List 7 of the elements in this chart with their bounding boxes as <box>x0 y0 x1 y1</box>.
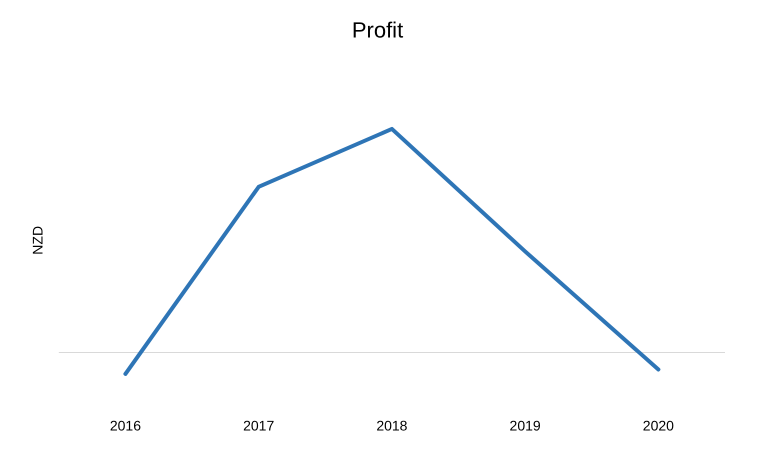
y-axis-title: NZD <box>29 226 46 255</box>
x-tick-label: 2016 <box>110 417 142 434</box>
x-tick-label: 2019 <box>510 417 541 434</box>
x-tick-label: 2020 <box>642 417 674 434</box>
x-tick-label: 2017 <box>243 417 274 434</box>
x-tick-label: 2018 <box>376 417 408 434</box>
chart-title: Profit <box>352 17 404 42</box>
